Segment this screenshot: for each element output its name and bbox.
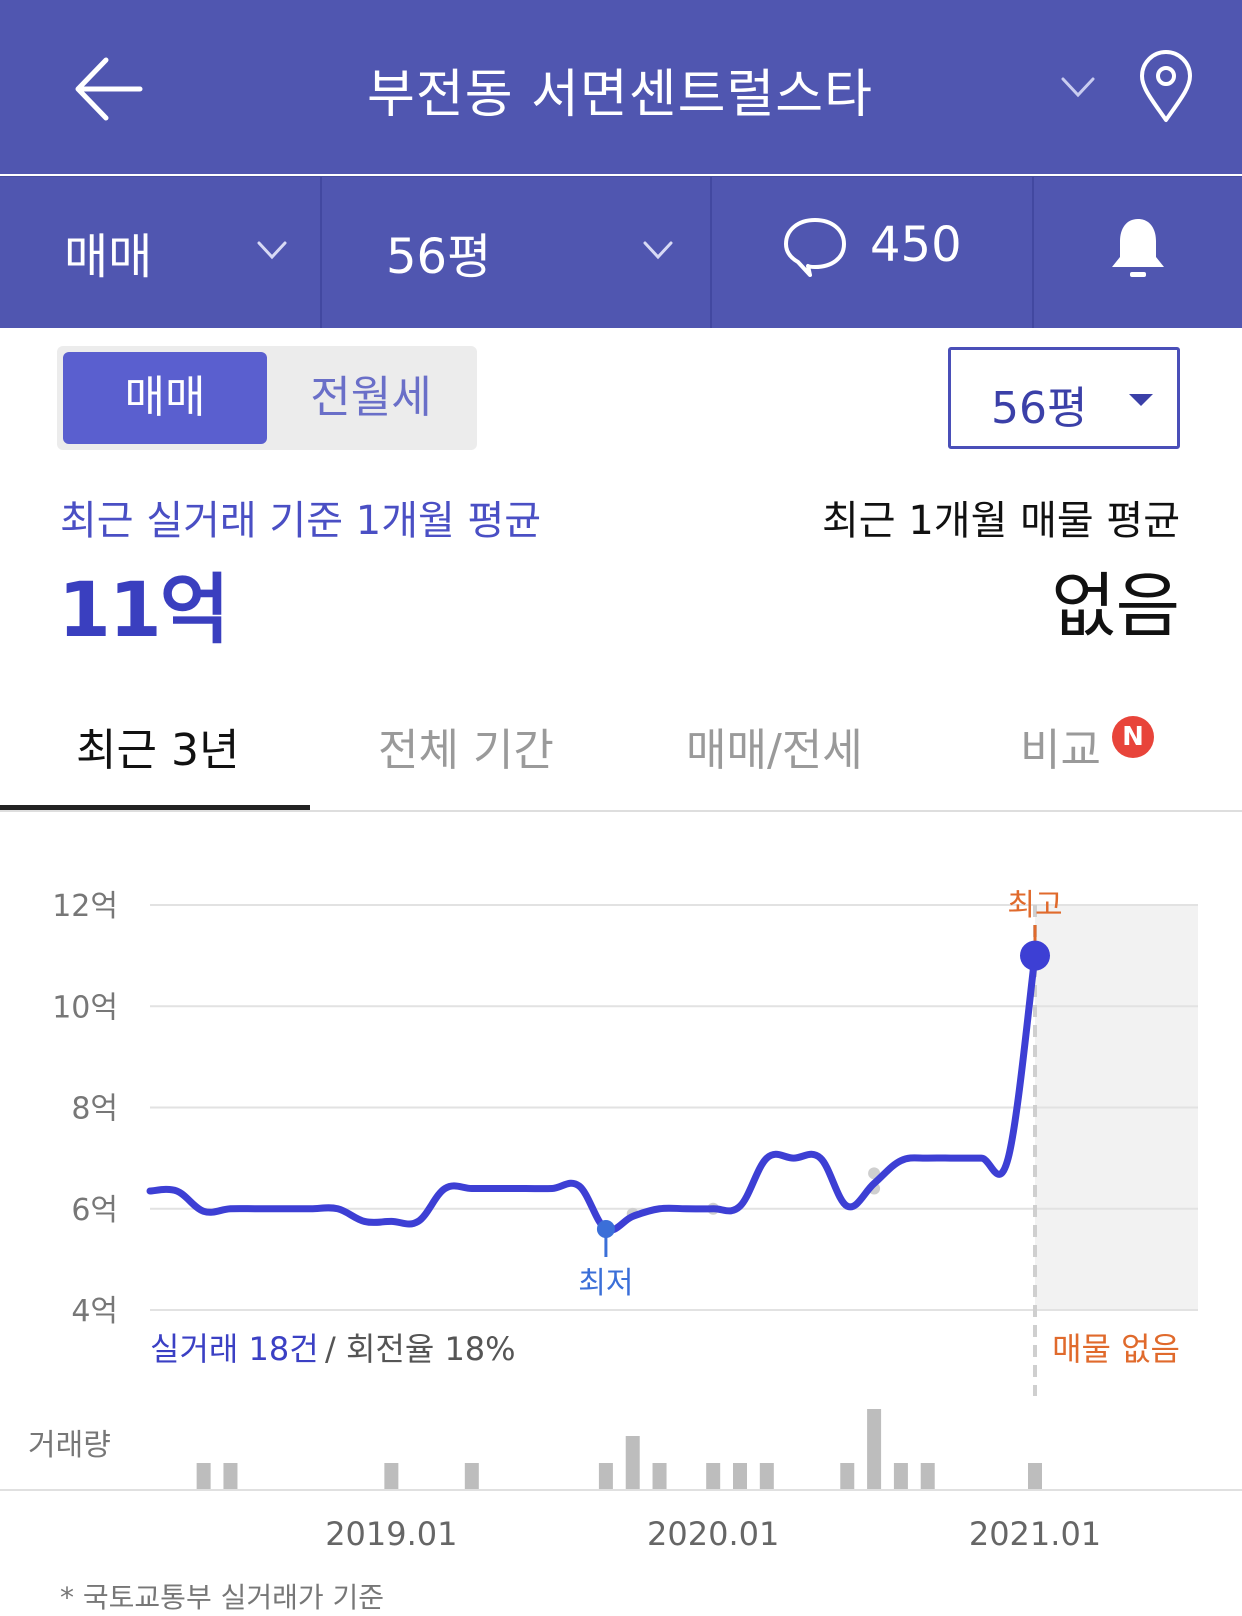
deal-type-toggle: 매매 전월세	[57, 346, 477, 450]
low-label: 최저	[578, 1266, 633, 1301]
volume-bar	[920, 1463, 935, 1490]
size-value: 56평	[386, 229, 492, 285]
volume-bar	[1028, 1463, 1042, 1490]
high-point[interactable]	[1020, 940, 1050, 971]
active-tab-indicator	[0, 805, 310, 811]
volume-bar	[652, 1463, 667, 1490]
toggle-rent[interactable]: 전월세	[310, 372, 432, 423]
y-tick-label: 8억	[71, 1092, 118, 1127]
volume-bar	[840, 1463, 855, 1490]
size-select[interactable]: 56평	[948, 347, 1180, 449]
x-tick-label: 2021.01	[969, 1515, 1101, 1553]
volume-bar	[464, 1463, 479, 1490]
divider	[1032, 177, 1034, 328]
volume-bar	[759, 1463, 774, 1490]
volume-bar	[706, 1463, 721, 1490]
trade-count-label: 실거래 18건	[150, 1330, 319, 1368]
high-label: 최고	[1007, 888, 1062, 923]
alert-button[interactable]	[1034, 177, 1242, 328]
divider	[710, 177, 712, 328]
chevron-down-icon	[257, 241, 287, 260]
comments-button[interactable]: 450	[712, 177, 1032, 328]
footnote: * 국토교통부 실거래가 기준	[60, 1581, 385, 1614]
y-tick-label: 6억	[71, 1193, 118, 1228]
tab-compare[interactable]: 비교	[1020, 725, 1101, 776]
volume-bar	[384, 1463, 399, 1490]
y-tick-label: 12억	[52, 889, 118, 924]
volume-bar	[598, 1463, 613, 1490]
toggle-sale[interactable]: 매매	[63, 352, 267, 444]
filter-bar: 매매 56평 450	[0, 176, 1242, 328]
volume-label: 거래량	[28, 1428, 111, 1463]
recent-average-value: 11억	[58, 565, 230, 654]
chevron-down-icon	[643, 241, 673, 260]
deal-type-dropdown[interactable]: 매매	[0, 177, 320, 328]
tab-recent-3y[interactable]: 최근 3년	[76, 725, 240, 776]
chevron-down-icon[interactable]	[1060, 74, 1096, 100]
x-tick-label: 2019.01	[325, 1515, 457, 1553]
recent-average-label: 최근 실거래 기준 1개월 평균	[60, 498, 542, 544]
price-line	[146, 952, 1039, 1234]
size-select-value: 56평	[991, 383, 1088, 434]
turnover-label: / 회전율 18%	[325, 1330, 516, 1368]
volume-bar	[733, 1463, 747, 1490]
complex-title[interactable]: 부전동 서면센트럴스타	[367, 65, 873, 125]
comment-count: 450	[870, 217, 962, 273]
volume-bar	[893, 1463, 908, 1490]
y-tick-label: 10억	[52, 990, 118, 1025]
listing-average-value: 없음	[1051, 565, 1180, 647]
volume-bar	[625, 1436, 640, 1490]
tab-all-period[interactable]: 전체 기간	[378, 725, 554, 776]
listing-average-label: 최근 1개월 매물 평균	[822, 498, 1180, 544]
back-arrow-icon[interactable]	[70, 54, 144, 124]
x-tick-label: 2020.01	[647, 1515, 779, 1553]
no-listing-label: 매물 없음	[1052, 1330, 1180, 1368]
speech-bubble-icon	[784, 218, 846, 277]
deal-type-value: 매매	[64, 229, 153, 285]
map-pin-icon[interactable]	[1138, 50, 1194, 124]
volume-bar	[223, 1463, 238, 1490]
size-dropdown[interactable]: 56평	[322, 177, 710, 328]
tab-divider	[0, 810, 1242, 812]
caret-down-icon	[1129, 394, 1153, 406]
new-badge: N	[1112, 716, 1154, 758]
app-header: 부전동 서면센트럴스타	[0, 0, 1242, 174]
low-point[interactable]	[596, 1220, 615, 1238]
y-tick-label: 4억	[71, 1294, 118, 1329]
volume-bar	[196, 1463, 211, 1490]
divider	[320, 177, 322, 328]
volume-bar	[867, 1409, 882, 1490]
tab-sale-jeonse[interactable]: 매매/전세	[686, 725, 863, 776]
period-tabs: 최근 3년 전체 기간 매매/전세 비교 N	[0, 690, 1242, 812]
bell-icon	[1112, 219, 1164, 277]
